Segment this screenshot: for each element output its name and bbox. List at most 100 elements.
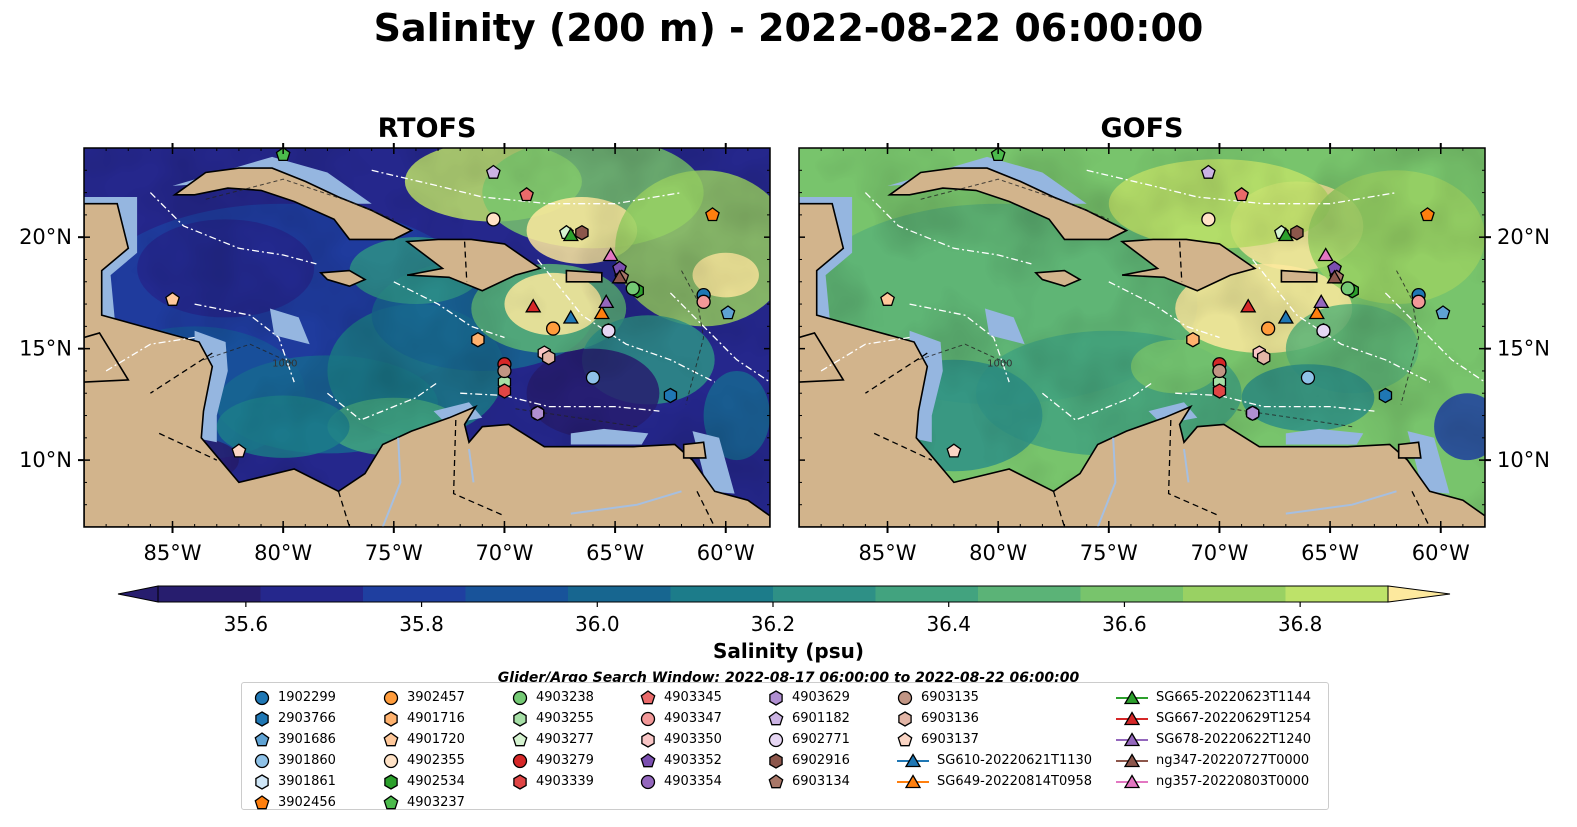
legend-label: 6903137 bbox=[921, 732, 979, 747]
legend-label: 1902299 bbox=[278, 690, 336, 705]
legend-marker bbox=[640, 711, 656, 726]
legend-marker bbox=[768, 773, 784, 788]
legend-label: SG610-20220621T1130 bbox=[937, 753, 1093, 768]
platform-marker bbox=[1340, 281, 1355, 296]
legend-item: 4903350 bbox=[640, 729, 722, 750]
legend-label: 4903237 bbox=[407, 795, 465, 810]
legend-label: 4903339 bbox=[536, 774, 594, 789]
map-panel-gofs: 1000 bbox=[799, 148, 1485, 527]
legend-item: SG649-20220814T0958 bbox=[897, 771, 1092, 792]
platform-marker bbox=[1411, 294, 1426, 309]
platform-marker bbox=[585, 370, 601, 385]
legend-item: 6901182 bbox=[768, 708, 850, 729]
legend-item: 3901860 bbox=[254, 750, 336, 771]
platform-marker bbox=[545, 321, 561, 336]
colorbar-tick-label: 36.4 bbox=[926, 612, 971, 636]
lon-tick-label: 80°W bbox=[969, 541, 1027, 565]
platform-marker bbox=[471, 331, 485, 348]
legend-label: 3901686 bbox=[278, 732, 336, 747]
legend-label: 3901860 bbox=[278, 753, 336, 768]
legend-marker bbox=[384, 710, 398, 727]
platform-marker bbox=[1201, 212, 1216, 227]
colorbar-segment bbox=[978, 586, 1081, 602]
legend-marker bbox=[768, 732, 784, 747]
legend-item: 6903134 bbox=[768, 771, 850, 792]
lon-tick-label: 85°W bbox=[144, 541, 202, 565]
platform-marker bbox=[1277, 309, 1294, 324]
map-figure: 1000 1000 85°W 80°W 75°W 70°W 65°W 60°W 20°N 15… bbox=[19, 143, 1550, 636]
legend-label: ng357-20220803T0000 bbox=[1156, 774, 1310, 789]
legend-item: 4901716 bbox=[383, 708, 465, 729]
platform-marker bbox=[593, 305, 610, 320]
legend-marker bbox=[383, 690, 399, 705]
legend: 1902299 2903766 3901686 3901860 3901861 39024… bbox=[241, 682, 1329, 810]
panel-title-gofs: GOFS bbox=[1100, 113, 1184, 144]
legend-label: 6903135 bbox=[921, 690, 979, 705]
legend-marker bbox=[768, 710, 784, 725]
legend-label: 4903238 bbox=[536, 690, 594, 705]
legend-marker bbox=[383, 731, 399, 746]
legend-item: ng357-20220803T0000 bbox=[1116, 771, 1311, 792]
legend-marker bbox=[1123, 752, 1141, 767]
platform-marker bbox=[165, 291, 180, 306]
legend-marker bbox=[640, 752, 656, 767]
lat-tick-label: 15°N bbox=[19, 337, 72, 361]
legend-marker bbox=[898, 710, 912, 727]
legend-marker bbox=[904, 773, 922, 788]
legend-marker bbox=[1123, 731, 1141, 746]
platform-marker bbox=[519, 186, 534, 202]
legend-item: 4903345 bbox=[640, 687, 722, 708]
platform-marker bbox=[946, 443, 962, 458]
lon-tick-label: 60°W bbox=[1412, 541, 1470, 565]
legend-label: SG665-20220623T1144 bbox=[1156, 690, 1312, 705]
legend-column: 4903345 4903347 4903350 4903352 4903354 bbox=[640, 687, 722, 792]
colorbar-segment bbox=[1183, 586, 1286, 602]
platform-marker bbox=[1308, 305, 1325, 320]
legend-item: 3901686 bbox=[254, 729, 336, 750]
figure-title: Salinity (200 m) - 2022-08-22 06:00:00 bbox=[373, 6, 1204, 50]
legend-label: 6902771 bbox=[792, 732, 850, 747]
platform-marker bbox=[601, 323, 616, 338]
legend-column: 6903135 6903136 6903137 SG610-20220621T1130… bbox=[897, 687, 1092, 792]
legend-label: 4903347 bbox=[664, 711, 722, 726]
legend-marker bbox=[384, 773, 398, 790]
legend-marker bbox=[512, 731, 528, 746]
lon-tick-label: 65°W bbox=[1301, 541, 1359, 565]
lon-tick-label: 70°W bbox=[475, 541, 533, 565]
legend-label: 6902916 bbox=[792, 753, 850, 768]
legend-marker bbox=[640, 774, 656, 789]
legend-item: 3902457 bbox=[383, 687, 465, 708]
platform-marker bbox=[720, 305, 736, 320]
legend-label: SG649-20220814T0958 bbox=[937, 774, 1093, 789]
legend-label: 6901182 bbox=[792, 711, 850, 726]
legend-item: 4903255 bbox=[512, 708, 594, 729]
legend-label: 4903345 bbox=[664, 690, 722, 705]
platform-marker bbox=[1186, 331, 1200, 348]
legend-item: 3902456 bbox=[254, 792, 336, 813]
platform-marker bbox=[625, 281, 640, 296]
legend-marker bbox=[1123, 689, 1141, 704]
legend-marker bbox=[904, 752, 922, 767]
legend-item: ng347-20220727T0000 bbox=[1116, 750, 1311, 771]
map-panel-rtofs: 1000 bbox=[84, 148, 770, 527]
legend-marker bbox=[254, 753, 270, 768]
legend-item: 4903238 bbox=[512, 687, 594, 708]
colorbar-label: Salinity (psu) bbox=[712, 639, 864, 663]
legend-item: 4902355 bbox=[383, 750, 465, 771]
platform-marker bbox=[880, 291, 895, 306]
legend-item: 4903237 bbox=[383, 792, 465, 813]
legend-marker bbox=[512, 753, 528, 768]
legend-item: SG678-20220622T1240 bbox=[1116, 729, 1311, 750]
lon-tick-label: 85°W bbox=[859, 541, 917, 565]
platform-marker bbox=[1317, 247, 1334, 262]
colorbar-segment bbox=[363, 586, 466, 602]
colorbar-tick-label: 36.0 bbox=[575, 612, 620, 636]
legend-item: 6902916 bbox=[768, 750, 850, 771]
legend-label: 3902456 bbox=[278, 795, 336, 810]
legend-label: 6903134 bbox=[792, 774, 850, 789]
legend-label: 4903255 bbox=[536, 711, 594, 726]
contour-label: 1000 bbox=[987, 358, 1012, 369]
platform-marker bbox=[1260, 321, 1276, 336]
legend-item: 3901861 bbox=[254, 771, 336, 792]
platform-marker bbox=[485, 164, 501, 179]
